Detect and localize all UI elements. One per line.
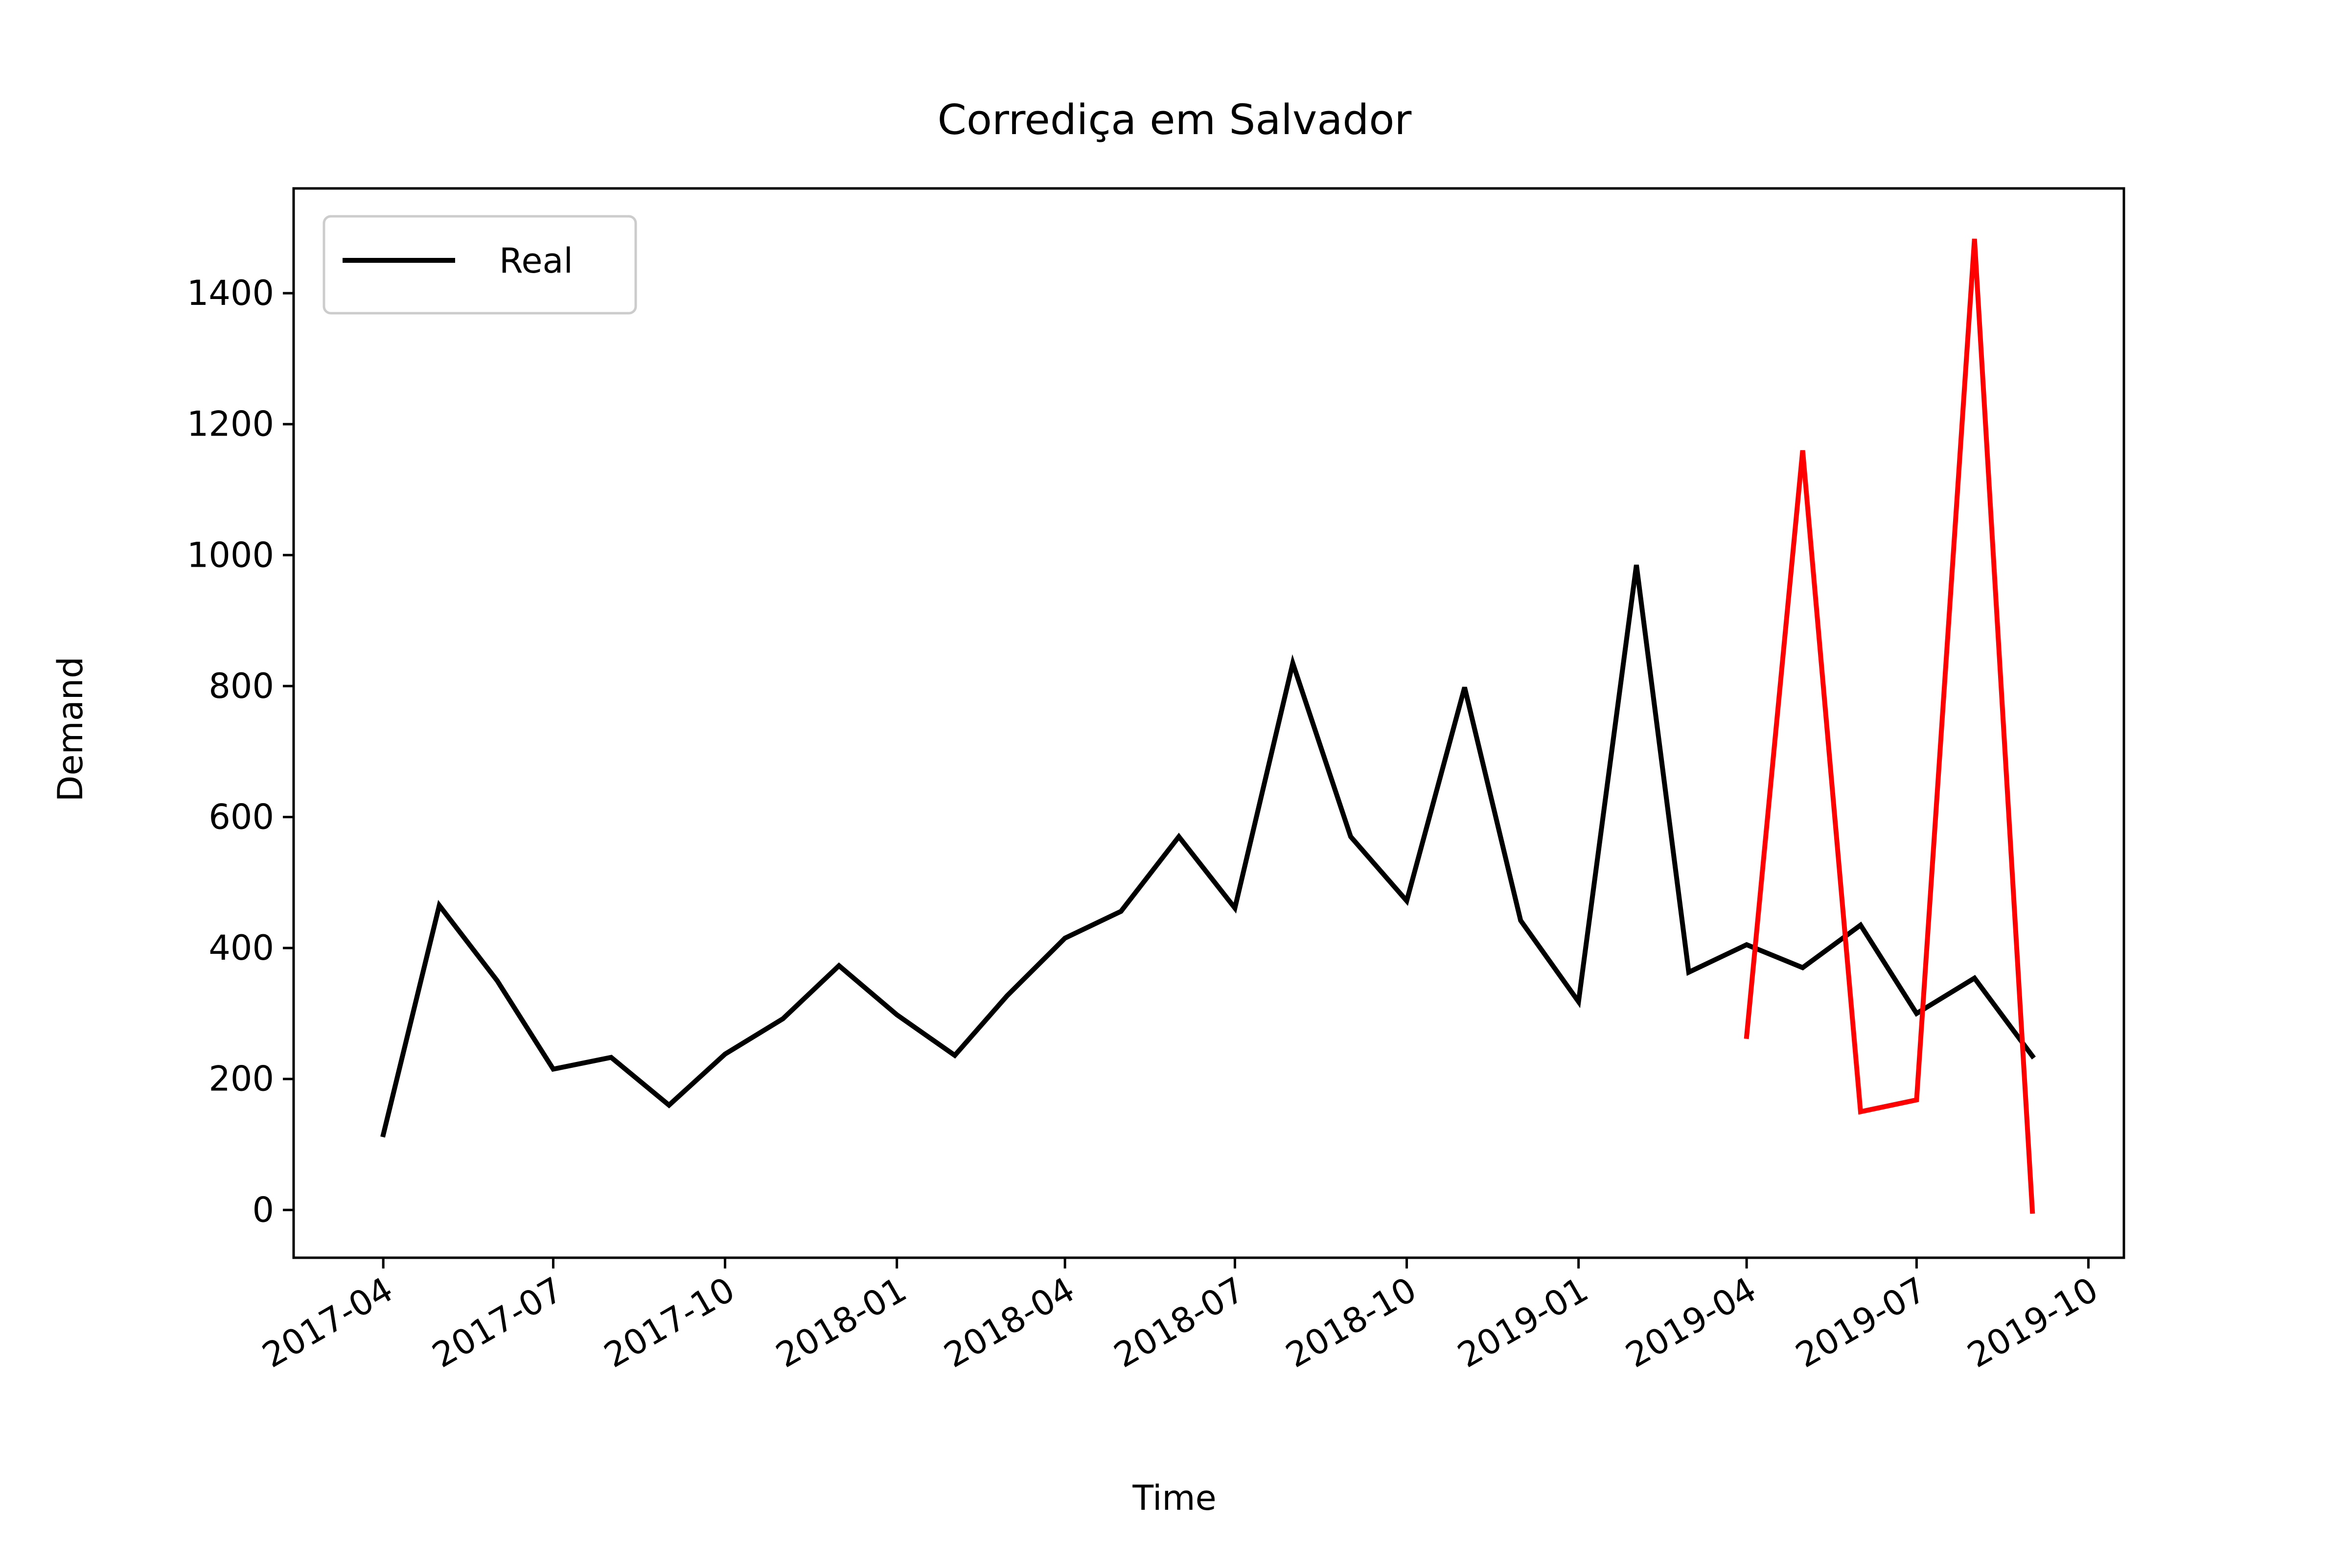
y-tick-label: 0: [252, 1190, 274, 1230]
y-tick-label: 1200: [187, 404, 274, 444]
y-tick-label: 800: [208, 666, 274, 706]
y-tick-label: 1000: [187, 535, 274, 575]
series-line-red: [1744, 238, 2035, 1214]
plot-frame: [292, 187, 2125, 1259]
y-tick-label: 200: [208, 1059, 274, 1099]
y-tick-label: 400: [208, 928, 274, 968]
legend-box: [322, 215, 637, 315]
y-tick-label: 600: [208, 797, 274, 837]
y-axis-label: Demand: [50, 657, 91, 802]
legend-label-real: Real: [499, 241, 573, 281]
y-tick-label: 1400: [187, 273, 274, 313]
x-axis-label: Time: [1132, 1478, 1216, 1518]
chart-title: Corrediça em Salvador: [938, 96, 1412, 144]
